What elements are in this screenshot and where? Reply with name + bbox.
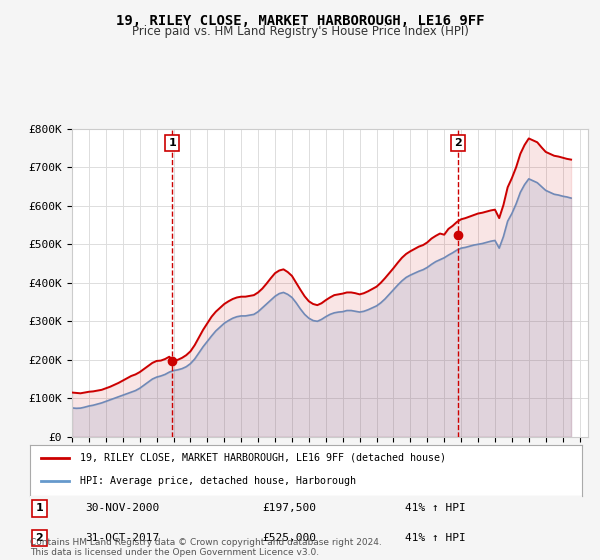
Text: 1: 1	[35, 503, 43, 514]
Text: 1: 1	[168, 138, 176, 148]
Text: 41% ↑ HPI: 41% ↑ HPI	[406, 533, 466, 543]
Text: £197,500: £197,500	[262, 503, 316, 514]
Text: 19, RILEY CLOSE, MARKET HARBOROUGH, LE16 9FF: 19, RILEY CLOSE, MARKET HARBOROUGH, LE16…	[116, 14, 484, 28]
Text: 41% ↑ HPI: 41% ↑ HPI	[406, 503, 466, 514]
Text: £525,000: £525,000	[262, 533, 316, 543]
Text: 2: 2	[454, 138, 462, 148]
Text: 30-NOV-2000: 30-NOV-2000	[85, 503, 160, 514]
Text: HPI: Average price, detached house, Harborough: HPI: Average price, detached house, Harb…	[80, 477, 356, 487]
Text: Price paid vs. HM Land Registry's House Price Index (HPI): Price paid vs. HM Land Registry's House …	[131, 25, 469, 38]
Text: 31-OCT-2017: 31-OCT-2017	[85, 533, 160, 543]
Text: 2: 2	[35, 533, 43, 543]
Text: Contains HM Land Registry data © Crown copyright and database right 2024.
This d: Contains HM Land Registry data © Crown c…	[30, 538, 382, 557]
Text: 19, RILEY CLOSE, MARKET HARBOROUGH, LE16 9FF (detached house): 19, RILEY CLOSE, MARKET HARBOROUGH, LE16…	[80, 453, 446, 463]
